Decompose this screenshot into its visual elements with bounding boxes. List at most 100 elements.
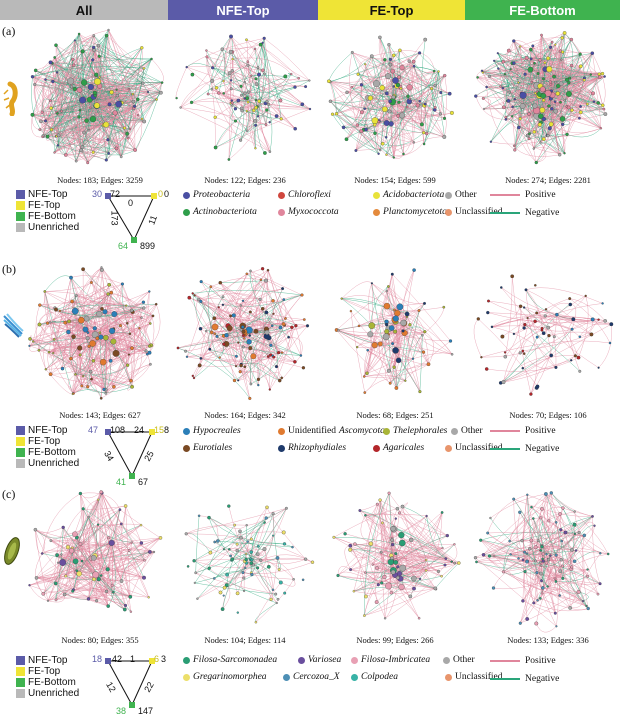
network-edge <box>43 135 107 161</box>
network-node <box>115 93 120 98</box>
network-node <box>91 58 95 62</box>
network-node <box>596 592 600 596</box>
network-node <box>523 550 527 554</box>
network-edge <box>54 51 83 153</box>
taxa-legend-item: Gregarinomorphea <box>183 672 267 682</box>
network-node <box>220 607 225 611</box>
network-edge <box>548 520 585 536</box>
network-node <box>554 80 557 84</box>
network-node <box>501 86 505 90</box>
network-edge <box>244 333 271 390</box>
network-node <box>227 71 232 76</box>
taxa-legend-c: Filosa-Sarcomonadea Variosea Filosa-Imbric… <box>183 655 503 695</box>
network-edge <box>56 89 130 137</box>
network-edge <box>222 561 245 610</box>
network-node <box>299 354 303 357</box>
network-node <box>37 348 41 352</box>
network-edge <box>396 340 451 389</box>
network-node <box>127 549 131 552</box>
network-node <box>235 542 239 546</box>
network-node <box>590 51 595 55</box>
nfe-node-count: 30 <box>92 189 103 199</box>
network-nodes <box>334 268 454 394</box>
taxa-color-dot <box>183 673 190 681</box>
network-edge <box>266 312 284 326</box>
network-edge <box>88 509 121 599</box>
network-node <box>521 349 525 353</box>
network-node <box>266 355 270 358</box>
network-node <box>366 348 369 352</box>
taxa-legend-item: Unclassified <box>445 207 503 217</box>
network-edge <box>33 341 150 350</box>
network-node <box>541 559 545 563</box>
network-edge <box>355 142 414 151</box>
network-node <box>543 61 547 65</box>
network-node <box>96 523 100 526</box>
network-node <box>38 128 42 131</box>
taxa-color-dot <box>278 208 285 216</box>
network-node <box>593 524 596 527</box>
network-edge <box>129 82 163 130</box>
network-node <box>78 316 85 324</box>
network-edge <box>56 108 134 137</box>
network-edge <box>503 360 572 383</box>
network-node <box>442 134 447 139</box>
network-node <box>486 531 490 535</box>
network-edge <box>533 581 557 604</box>
network-edge <box>500 337 538 384</box>
network-edge <box>242 561 313 575</box>
network-edge <box>82 508 114 593</box>
network-node <box>576 355 581 360</box>
negative-label: Negative <box>525 208 560 218</box>
network-edge <box>98 45 163 83</box>
network-edge <box>550 75 600 85</box>
network-node <box>539 549 542 552</box>
network-node <box>142 119 147 124</box>
network-edge <box>78 47 94 117</box>
network-node <box>424 569 428 572</box>
network-node <box>239 138 243 142</box>
network-node <box>489 516 492 520</box>
network-node <box>98 331 102 334</box>
network-node <box>348 543 353 548</box>
network-node <box>371 563 374 566</box>
taxa-color-dot <box>445 444 452 452</box>
network-edge <box>193 280 267 379</box>
network-node <box>264 310 269 315</box>
network-edge <box>526 559 562 567</box>
network-nodes <box>176 267 310 400</box>
network-node <box>220 47 225 51</box>
network-node <box>245 524 248 527</box>
network-edge <box>70 307 144 359</box>
network-edge <box>550 124 601 134</box>
network-edge <box>272 557 278 590</box>
network-node <box>213 145 218 150</box>
bacteria-icon <box>3 81 18 116</box>
network-node <box>244 566 247 569</box>
network-node <box>148 344 152 348</box>
network-node <box>570 565 574 569</box>
network-edge <box>477 77 581 107</box>
taxa-label: Filosa-Imbricatea <box>361 655 431 665</box>
legend-label: NFE-Top <box>28 425 68 436</box>
network-node <box>555 83 561 89</box>
network-node <box>237 341 240 344</box>
network-node <box>520 538 524 543</box>
network-node <box>148 290 151 293</box>
network-edge <box>360 572 367 597</box>
network-node <box>119 522 123 526</box>
network-node <box>248 396 252 400</box>
network-edge <box>571 53 593 111</box>
network-node <box>257 99 261 103</box>
network-node <box>205 55 209 59</box>
network-edge <box>223 93 296 129</box>
network-node <box>197 363 202 368</box>
network-node <box>445 533 449 538</box>
network-edge <box>240 305 292 328</box>
overlap-triangle-b: 47 108 24 15 8 34 25 41 67 <box>80 423 170 487</box>
network-edge <box>244 73 292 94</box>
network-node <box>233 523 237 527</box>
network-edge <box>354 543 427 561</box>
network-node <box>395 82 401 88</box>
network-node <box>60 109 63 113</box>
